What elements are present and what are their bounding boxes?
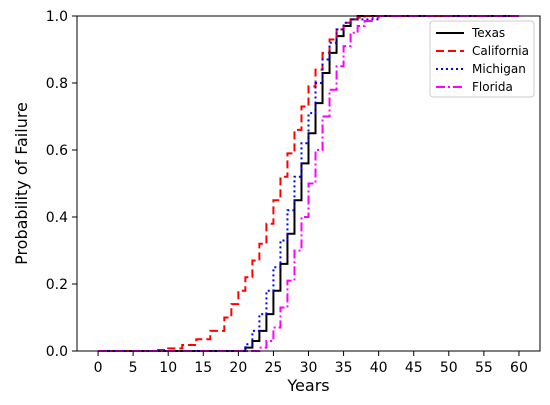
legend-label-texas: Texas	[471, 26, 505, 40]
y-tick-label: 1.0	[46, 9, 68, 25]
series-line-michigan	[98, 15, 519, 352]
x-tick-label: 20	[229, 360, 247, 376]
y-tick-label: 0.4	[46, 210, 68, 226]
legend-box	[429, 20, 535, 98]
legend-label-california: California	[472, 44, 529, 58]
axes-layer: 0 5 10 15 20 25 30 35 40 45 50 55 60 0.0 0.2 0.4 0.6 0.8 1…	[46, 9, 541, 376]
x-tick-label: 5	[129, 360, 138, 376]
y-tick-label: 0.8	[46, 76, 68, 92]
legend-label-michigan: Michigan	[472, 62, 526, 76]
x-tick-label: 25	[265, 360, 283, 376]
x-tick-label: 10	[159, 360, 177, 376]
y-tick-label: 0.0	[46, 344, 68, 360]
x-tick-label: 60	[510, 360, 528, 376]
y-tick-label: 0.6	[46, 143, 68, 159]
y-tick-label: 0.2	[46, 277, 68, 293]
legend-label-florida: Florida	[472, 80, 513, 94]
x-axis-label: Years	[286, 376, 329, 395]
x-tick-label: 45	[405, 360, 423, 376]
x-tick-label: 35	[335, 360, 353, 376]
series-layer	[98, 15, 519, 352]
x-tick-label: 55	[475, 360, 493, 376]
x-tick-label: 50	[440, 360, 458, 376]
x-tick-label: 30	[300, 360, 318, 376]
legend: Texas California Michigan Florida	[429, 20, 535, 98]
x-tick-label: 15	[194, 360, 212, 376]
x-tick-label: 40	[370, 360, 388, 376]
y-axis-label: Probability of Failure	[12, 102, 31, 265]
x-tick-label: 0	[94, 360, 103, 376]
series-line-florida	[98, 15, 519, 352]
